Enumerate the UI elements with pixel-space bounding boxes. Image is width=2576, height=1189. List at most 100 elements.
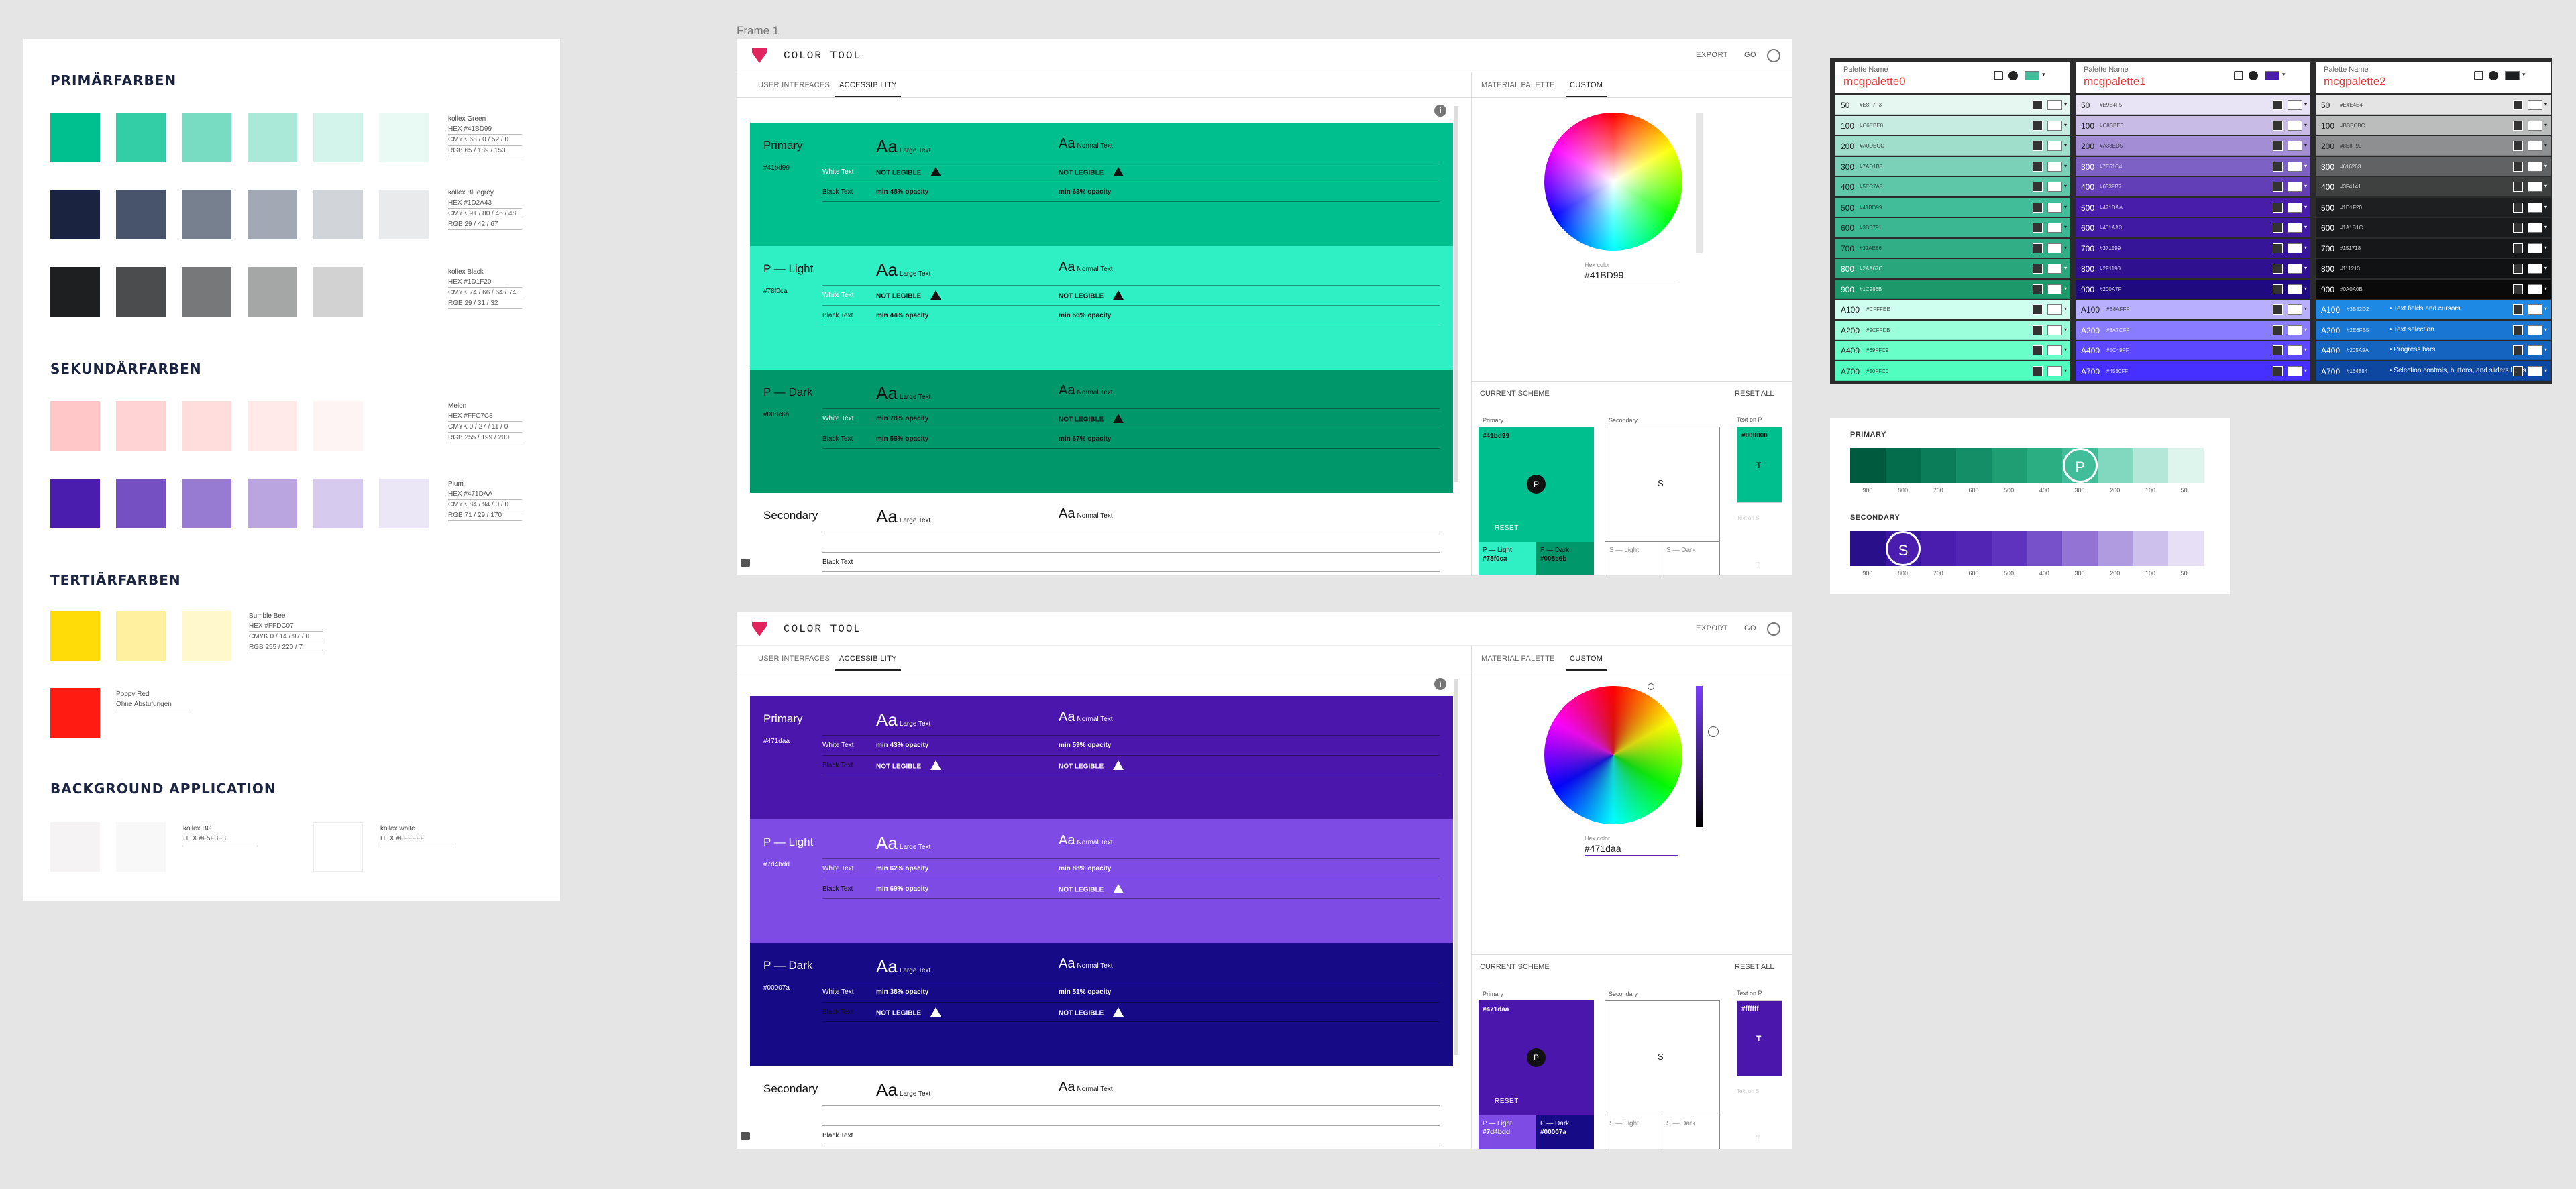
contrast-swatch-light[interactable] <box>2047 141 2062 151</box>
contrast-swatch-light[interactable] <box>2047 243 2062 253</box>
chevron-down-icon[interactable]: ▾ <box>2522 71 2526 78</box>
github-icon[interactable] <box>1767 49 1780 62</box>
primary-swatch[interactable]: #41bd99 P RESET <box>1479 427 1594 542</box>
palette-row[interactable]: 800 #2AA67C ▾ <box>1835 259 2070 278</box>
color-wheel[interactable] <box>1544 113 1682 251</box>
palette-row[interactable]: 400 #5EC7A8 ▾ <box>1835 177 2070 196</box>
chevron-down-icon[interactable]: ▾ <box>2304 347 2308 353</box>
chevron-down-icon[interactable]: ▾ <box>2544 265 2548 271</box>
clipboard-icon[interactable] <box>1994 71 2003 80</box>
palette-row[interactable]: A200 #2E6FB5 • Text selection ▾ <box>2316 320 2551 340</box>
palette-row[interactable]: A400 #205A9A • Progress bars ▾ <box>2316 341 2551 360</box>
palette-name-input[interactable]: mcgpalette2 <box>2324 75 2386 88</box>
contrast-swatch-light[interactable] <box>2288 141 2302 151</box>
hex-color-input[interactable]: #471daa <box>1585 843 1678 856</box>
contrast-swatch-dark[interactable] <box>2033 304 2043 315</box>
chevron-down-icon[interactable]: ▾ <box>2544 121 2548 128</box>
chevron-down-icon[interactable]: ▾ <box>2064 101 2068 107</box>
contrast-swatch-dark[interactable] <box>2033 161 2043 172</box>
palette-row[interactable]: 50 #E9E4F5 ▾ <box>2076 95 2310 115</box>
contrast-swatch-dark[interactable] <box>2513 325 2523 335</box>
contrast-swatch-dark[interactable] <box>2273 304 2283 315</box>
palette-row[interactable]: 800 #111213 ▾ <box>2316 259 2551 278</box>
palette-row[interactable]: 600 #401AA3 ▾ <box>2076 218 2310 237</box>
export-button[interactable]: EXPORT <box>1696 51 1729 59</box>
palette-row[interactable]: 50 #E4E4E4 ▾ <box>2316 95 2551 115</box>
chevron-down-icon[interactable]: ▾ <box>2544 203 2548 210</box>
go-button[interactable]: GO <box>1744 624 1757 632</box>
contrast-swatch-dark[interactable] <box>2273 365 2283 376</box>
chevron-down-icon[interactable]: ▾ <box>2064 183 2068 189</box>
tab-material-palette[interactable]: MATERIAL PALETTE <box>1481 81 1555 89</box>
chevron-down-icon[interactable]: ▾ <box>2304 326 2308 333</box>
palette-row[interactable]: A100 #3B82D2 • Text fields and cursors ▾ <box>2316 300 2551 319</box>
palette-row[interactable]: 700 #151718 ▾ <box>2316 238 2551 258</box>
contrast-swatch-light[interactable] <box>2528 100 2542 110</box>
chevron-down-icon[interactable]: ▾ <box>2064 285 2068 292</box>
palette-row[interactable]: A400 #5C49FF ▾ <box>2076 341 2310 360</box>
palette-row[interactable]: 600 #1A1B1C ▾ <box>2316 218 2551 237</box>
contrast-swatch-light[interactable] <box>2528 223 2542 233</box>
contrast-swatch-light[interactable] <box>2047 365 2062 376</box>
p-dark-swatch[interactable]: P — Dark #00007a <box>1536 1115 1594 1149</box>
contrast-swatch-light[interactable] <box>2528 182 2542 192</box>
contrast-swatch-light[interactable] <box>2528 304 2542 315</box>
contrast-swatch-light[interactable] <box>2528 202 2542 213</box>
chevron-down-icon[interactable]: ▾ <box>2304 244 2308 251</box>
color-wheel[interactable] <box>1544 686 1682 824</box>
s-light-swatch[interactable]: S — Light <box>1605 1115 1662 1149</box>
tab-accessibility[interactable]: ACCESSIBILITY <box>835 81 901 97</box>
contrast-swatch-dark[interactable] <box>2513 182 2523 192</box>
s-light-swatch[interactable]: S — Light <box>1605 541 1662 575</box>
chevron-down-icon[interactable]: ▾ <box>2064 203 2068 210</box>
secondary-scheme-card[interactable]: Secondary S S — Light S — Dark <box>1605 986 1720 1149</box>
chevron-down-icon[interactable]: ▾ <box>2282 71 2286 78</box>
scrollbar[interactable] <box>1454 679 1458 1055</box>
contrast-swatch-dark[interactable] <box>2513 284 2523 294</box>
clipboard-icon[interactable] <box>2474 71 2483 80</box>
contrast-swatch-light[interactable] <box>2288 264 2302 274</box>
primary-scheme-card[interactable]: Primary #41bd99 P RESET P — Light #78f0ca P — … <box>1479 413 1594 575</box>
contrast-swatch-dark[interactable] <box>2273 325 2283 335</box>
contrast-swatch-dark[interactable] <box>2513 365 2523 376</box>
palette-row[interactable]: 50 #E8F7F3 ▾ <box>1835 95 2070 115</box>
contrast-swatch-dark[interactable] <box>2033 100 2043 110</box>
chevron-down-icon[interactable]: ▾ <box>2304 367 2308 374</box>
chevron-down-icon[interactable]: ▾ <box>2064 121 2068 128</box>
palette-row[interactable]: 700 #371599 ▾ <box>2076 238 2310 258</box>
palette-row[interactable]: 100 #BBBCBC ▾ <box>2316 115 2551 135</box>
contrast-swatch-light[interactable] <box>2047 120 2062 131</box>
contrast-swatch-dark[interactable] <box>2033 345 2043 355</box>
palette-row[interactable]: 200 #A0DECC ▾ <box>1835 136 2070 156</box>
palette-row[interactable]: A200 #8A7CFF ▾ <box>2076 320 2310 340</box>
contrast-swatch-dark[interactable] <box>2513 141 2523 151</box>
chevron-down-icon[interactable]: ▾ <box>2544 183 2548 189</box>
info-icon[interactable]: i <box>1434 105 1446 117</box>
contrast-swatch-dark[interactable] <box>2033 182 2043 192</box>
palette-row[interactable]: 100 #C6EBE0 ▾ <box>1835 115 2070 135</box>
contrast-swatch-light[interactable] <box>2288 365 2302 376</box>
contrast-swatch-light[interactable] <box>2288 223 2302 233</box>
chevron-down-icon[interactable]: ▾ <box>2064 347 2068 353</box>
contrast-swatch-dark[interactable] <box>2513 202 2523 213</box>
p-light-swatch[interactable]: P — Light #7d4bdd <box>1479 1115 1536 1149</box>
contrast-swatch-dark[interactable] <box>2273 182 2283 192</box>
palette-row[interactable]: 500 #1D1F20 ▾ <box>2316 197 2551 217</box>
contrast-swatch-light[interactable] <box>2288 325 2302 335</box>
chevron-down-icon[interactable]: ▾ <box>2544 142 2548 148</box>
contrast-swatch-light[interactable] <box>2288 182 2302 192</box>
palette-row[interactable]: 300 #7E61C4 ▾ <box>2076 156 2310 176</box>
clipboard-icon[interactable] <box>2234 71 2243 80</box>
contrast-swatch-light[interactable] <box>2288 284 2302 294</box>
contrast-swatch-light[interactable] <box>2528 120 2542 131</box>
chevron-down-icon[interactable]: ▾ <box>2544 224 2548 230</box>
contrast-swatch-dark[interactable] <box>2033 223 2043 233</box>
chevron-down-icon[interactable]: ▾ <box>2064 265 2068 271</box>
contrast-swatch-light[interactable] <box>2528 161 2542 172</box>
info-icon[interactable]: i <box>1434 678 1446 690</box>
tab-user-interfaces[interactable]: USER INTERFACES <box>758 655 830 663</box>
palette-row[interactable]: 400 #3F4141 ▾ <box>2316 177 2551 196</box>
contrast-swatch-light[interactable] <box>2528 365 2542 376</box>
contrast-swatch-dark[interactable] <box>2033 365 2043 376</box>
contrast-swatch-dark[interactable] <box>2033 325 2043 335</box>
